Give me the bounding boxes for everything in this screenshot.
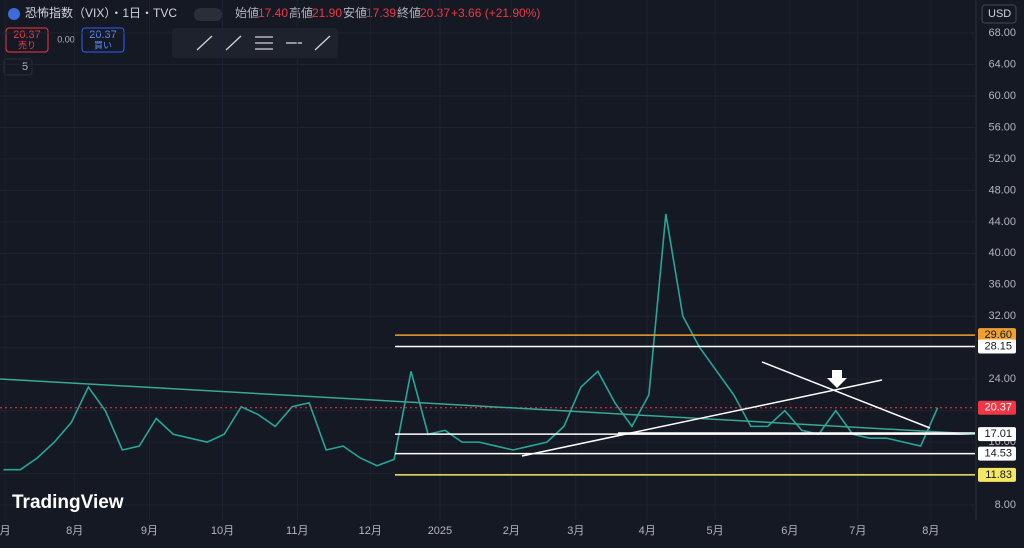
open: 17.40 (258, 6, 288, 20)
buy-price: 20.37 (89, 29, 117, 41)
y-tick-label: 48.00 (988, 184, 1016, 196)
x-tick-label: 7月 (849, 525, 866, 537)
x-tick-label: 8月 (922, 525, 939, 537)
flag-icon (8, 8, 20, 20)
level-tag (978, 427, 1016, 442)
sell-price: 20.37 (13, 29, 41, 41)
x-tick-label: 9月 (141, 525, 158, 537)
high-label: 高値 (289, 5, 313, 20)
currency: USD (988, 8, 1011, 20)
level-tag (978, 339, 1016, 354)
level-label: 28.15 (984, 340, 1012, 352)
buy-button[interactable] (81, 27, 125, 53)
level-tag (978, 446, 1016, 461)
x-tick-label: 8月 (66, 525, 83, 537)
price-line (3, 213, 939, 471)
arrow-marker (827, 370, 847, 388)
x-tick-label: 4月 (639, 525, 656, 537)
spread: 0.00 (57, 34, 75, 44)
level-label: 29.60 (984, 329, 1012, 341)
indicator-toggle[interactable] (3, 58, 33, 76)
x-tick-label: 6月 (781, 525, 798, 537)
level-label: 20.37 (984, 402, 1012, 414)
currency-button[interactable] (981, 4, 1017, 24)
x-tick-label: 月 (0, 525, 11, 537)
x-tick-label: 2月 (503, 525, 520, 537)
y-tick-label: 44.00 (988, 216, 1016, 228)
change: +3.66 (+21.90%) (451, 6, 540, 20)
symbol: 恐怖指数（VIX）・1日・TVC (25, 5, 177, 20)
x-tick-label: 3月 (567, 525, 584, 537)
tool-icons[interactable] (196, 35, 331, 51)
trend-lines (0, 361, 976, 457)
level-tag (978, 467, 1016, 482)
low: 17.39 (366, 6, 396, 20)
open-label: 始値 (235, 5, 259, 20)
y-tick-label: 60.00 (988, 90, 1016, 102)
level-tag (978, 400, 1016, 415)
y-tick-label: 8.00 (995, 499, 1016, 511)
level-label: 17.01 (984, 428, 1012, 440)
toggle[interactable] (194, 8, 222, 21)
high: 21.90 (312, 6, 342, 20)
y-tick-label: 64.00 (988, 58, 1016, 70)
sell-label: 売り (18, 39, 36, 50)
x-tick-label: 10月 (211, 525, 234, 537)
close-label: 終値 (397, 5, 421, 20)
x-tick-label: 11月 (286, 525, 308, 537)
interval-count: 5 (22, 61, 28, 73)
sell-button[interactable] (5, 27, 49, 53)
buy-label: 買い (94, 40, 112, 50)
y-tick-label: 36.00 (988, 279, 1016, 291)
y-tick-label: 32.00 (988, 310, 1016, 322)
level-label: 11.83 (985, 469, 1012, 481)
y-tick-label: 56.00 (988, 121, 1016, 133)
x-tick-label: 12月 (359, 525, 382, 537)
logo: TradingView (12, 492, 124, 513)
level-tag (978, 328, 1016, 343)
x-tick-label: 5月 (707, 525, 724, 537)
y-tick-label: 40.00 (988, 247, 1016, 259)
close: 20.37 (420, 6, 450, 20)
level-label: 14.53 (984, 448, 1012, 460)
y-tick-label: 52.00 (988, 153, 1016, 165)
low-label: 安値 (343, 5, 367, 20)
y-tick-label: 68.00 (988, 27, 1016, 39)
y-tick-label: 24.00 (988, 373, 1016, 385)
x-tick-label: 2025 (428, 525, 452, 537)
